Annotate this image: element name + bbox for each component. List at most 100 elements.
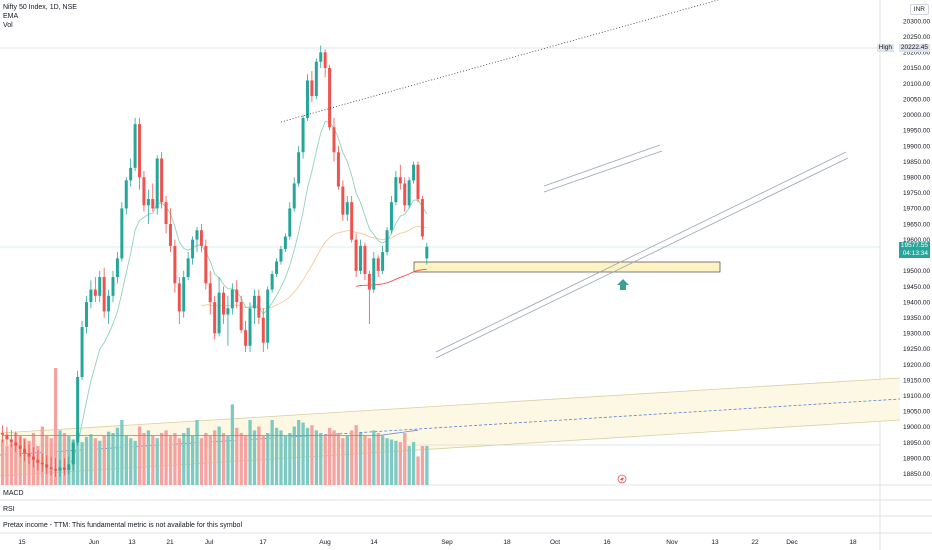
- candle-body: [314, 61, 318, 97]
- candle-body: [425, 246, 429, 259]
- y-tick-label: 19600.00: [903, 237, 930, 244]
- y-tick-label: 19850.00: [903, 159, 930, 166]
- volume-bar: [297, 420, 301, 485]
- volume-bar: [164, 430, 168, 485]
- x-tick-label: Jul: [205, 539, 214, 546]
- volume-bar: [358, 433, 363, 485]
- candle-body: [279, 249, 283, 262]
- candle-body: [93, 289, 97, 296]
- candle-body: [138, 124, 142, 178]
- candle-body: [120, 208, 124, 259]
- volume-bar: [389, 439, 394, 485]
- volume-bar: [270, 420, 274, 485]
- candle-body: [49, 467, 53, 470]
- x-tick-label: Oct: [550, 539, 560, 546]
- candle-body: [239, 302, 243, 331]
- candle-body: [151, 199, 155, 209]
- candle-body: [412, 164, 416, 181]
- candle-body: [226, 308, 230, 315]
- candle-body: [261, 317, 265, 343]
- volume-bar: [89, 434, 93, 485]
- y-tick-label: 19300.00: [903, 331, 930, 338]
- volume-bar: [332, 430, 336, 485]
- x-tick-label: 16: [603, 539, 611, 546]
- upper-channel-line-b: [543, 150, 663, 193]
- candle-body: [283, 236, 287, 249]
- upper-trendline: [280, 0, 719, 123]
- volume-bar: [367, 438, 372, 485]
- candle-body: [84, 302, 88, 328]
- candle-body: [173, 245, 177, 284]
- volume-bar: [151, 435, 155, 485]
- x-tick-label: 21: [166, 539, 174, 546]
- volume-bar: [248, 420, 252, 485]
- y-tick-label: 19250.00: [903, 346, 930, 353]
- candle-body: [403, 183, 407, 206]
- volume-bar: [403, 433, 407, 485]
- upper-channel-line-a: [543, 144, 661, 187]
- candle-body: [208, 283, 212, 303]
- volume-bar: [106, 431, 111, 485]
- candle-body: [248, 308, 252, 346]
- lower-channel-line-b: [435, 157, 849, 359]
- volume-bar: [411, 442, 416, 485]
- symbol-title[interactable]: Nifty 50 Index, 1D, NSE: [3, 4, 77, 11]
- volume-bar: [327, 427, 332, 485]
- volume-bar: [182, 433, 186, 485]
- vol-legend[interactable]: Vol: [3, 22, 13, 29]
- candle-body: [235, 289, 239, 303]
- candle-body: [14, 442, 18, 446]
- candle-body: [292, 183, 296, 209]
- candle-body: [204, 245, 208, 284]
- volume-bar: [394, 440, 398, 485]
- candle-body: [359, 245, 363, 271]
- volume-bar: [177, 438, 181, 485]
- x-tick-label: 15: [18, 539, 26, 546]
- x-tick-label: 13: [711, 539, 719, 546]
- candle-body: [89, 289, 93, 303]
- volume-bar: [252, 430, 257, 485]
- candle-body: [345, 202, 349, 215]
- volume-bar: [155, 438, 159, 485]
- bar-countdown: 04:13:34: [902, 250, 928, 257]
- volume-bar: [146, 430, 151, 485]
- currency-badge[interactable]: INR: [909, 4, 929, 15]
- volume-bar: [283, 435, 288, 485]
- volume-bar: [407, 446, 411, 485]
- volume-bar: [93, 438, 98, 485]
- candle-body: [336, 152, 340, 187]
- candle-body: [195, 230, 199, 240]
- candle-body: [385, 230, 389, 253]
- ema-lines: [2, 120, 428, 464]
- candle-body: [107, 295, 111, 312]
- candle-body: [367, 273, 371, 290]
- x-tick-label: Nov: [666, 539, 678, 546]
- x-tick-label: Aug: [319, 539, 331, 546]
- ema-legend[interactable]: EMA: [3, 13, 19, 20]
- volume-bar: [288, 433, 292, 485]
- candle-body: [323, 52, 327, 68]
- volume-bar: [235, 427, 239, 485]
- candle-body: [266, 289, 270, 343]
- volume-bar: [14, 433, 18, 485]
- y-tick-label: 20100.00: [903, 81, 930, 88]
- candle-body: [381, 252, 385, 271]
- volume-bar: [137, 426, 142, 485]
- candle-body: [182, 277, 186, 312]
- candle-body: [319, 52, 323, 62]
- volume-bar: [319, 433, 323, 485]
- candle-body: [31, 456, 35, 460]
- rsi-panel-label[interactable]: RSI: [3, 506, 15, 513]
- candle-body: [155, 158, 159, 209]
- volume-bar: [9, 443, 14, 485]
- y-tick-label: 18850.00: [903, 471, 930, 478]
- candle-body: [350, 202, 354, 240]
- volume-bar: [120, 420, 124, 485]
- candle-body: [217, 292, 221, 334]
- high-label: High: [876, 44, 894, 52]
- support-zone: [413, 261, 721, 273]
- y-tick-label: 19100.00: [903, 393, 930, 400]
- candle-body: [5, 434, 9, 440]
- macd-panel-label[interactable]: MACD: [3, 490, 24, 497]
